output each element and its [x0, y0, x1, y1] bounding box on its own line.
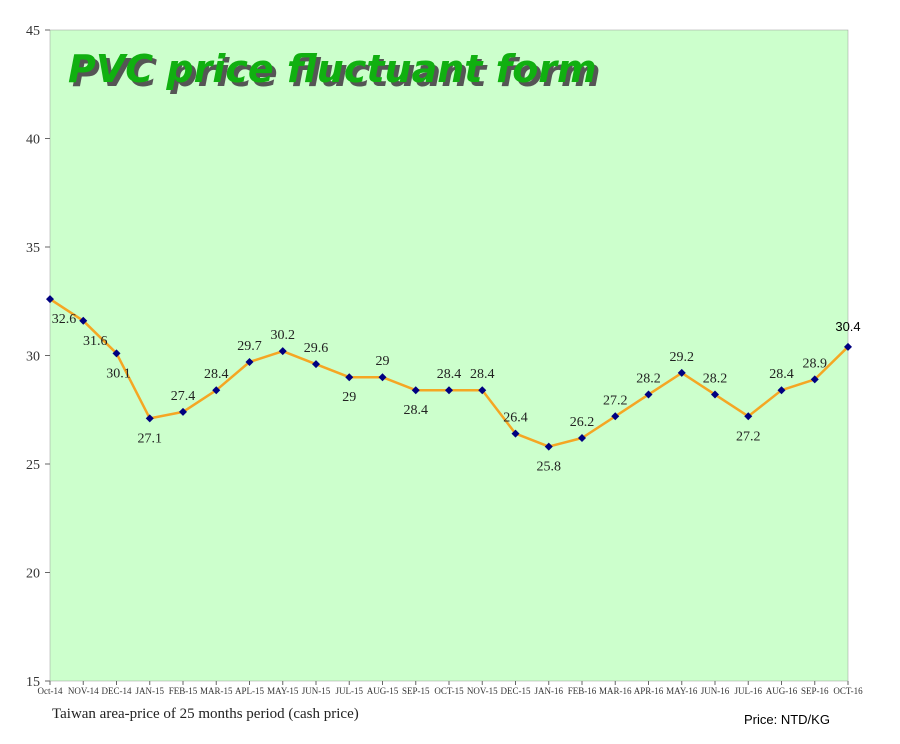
x-tick-label: JAN-15: [136, 686, 165, 696]
x-tick-label: JAN-16: [535, 686, 564, 696]
data-label: 26.2: [570, 415, 595, 430]
x-tick-label: MAR-15: [200, 686, 233, 696]
x-tick-label: FEB-16: [568, 686, 597, 696]
x-tick-label: JUL-15: [336, 686, 364, 696]
x-tick-label: MAY-16: [666, 686, 698, 696]
data-point: [345, 373, 354, 382]
x-tick-label: JUL-16: [735, 686, 763, 696]
y-tick-label: 40: [26, 133, 40, 148]
plot-area: [49, 29, 849, 682]
x-tick-label: OCT-16: [833, 686, 863, 696]
data-label: 29: [342, 390, 356, 405]
x-tick-label: OCT-15: [434, 686, 464, 696]
y-tick-label: 35: [26, 241, 40, 256]
data-point: [112, 349, 121, 358]
data-point: [411, 386, 420, 395]
data-label: 29.7: [237, 339, 262, 354]
y-tick-label: 30: [26, 350, 40, 365]
data-label: 31.6: [83, 334, 108, 349]
data-label: 30.2: [271, 328, 296, 343]
data-point: [544, 442, 553, 451]
x-tick-label: DEC-14: [102, 686, 132, 696]
x-tick-label: AUG-16: [766, 686, 798, 696]
x-tick-label: Oct-14: [38, 686, 63, 696]
x-tick-label: JUN-16: [701, 686, 730, 696]
chart-title: PVC price fluctuant form: [68, 47, 597, 91]
y-tick-label: 45: [26, 24, 40, 39]
data-label: 28.4: [437, 367, 462, 382]
chart-title-shadow: PVC price fluctuant form: [72, 51, 601, 95]
data-point: [644, 390, 653, 399]
data-label: 29: [376, 354, 390, 369]
data-label: 28.4: [470, 367, 495, 382]
data-label: 27.4: [171, 389, 196, 404]
data-point: [478, 386, 487, 395]
x-axis: Oct-14 NOV-14 DEC-14 JAN-15 FEB-15 MAR-15 APL-…: [38, 681, 863, 696]
data-point: [744, 412, 753, 421]
data-label: 32.6: [52, 312, 77, 327]
y-tick-label: 20: [26, 567, 40, 582]
y-tick-label: 25: [26, 458, 40, 473]
data-point: [212, 386, 221, 395]
data-point: [79, 316, 88, 325]
data-label: 29.6: [304, 341, 329, 356]
data-label: 27.1: [138, 431, 163, 446]
data-point: [378, 373, 387, 382]
data-point: [179, 407, 187, 416]
x-tick-label: FEB-15: [169, 686, 198, 696]
data-point: [578, 433, 586, 442]
x-tick-label: APR-16: [634, 686, 664, 696]
data-labels: 32.6 31.6 30.1 27.1 27.4 28.4 29.7 30.2 29.6 29 29…: [52, 312, 861, 475]
unit-note: Price: NTD/KG: [744, 712, 830, 727]
data-label: 28.4: [404, 403, 429, 418]
x-tick-label: DEC-15: [501, 686, 531, 696]
x-tick-label: JUN-15: [302, 686, 331, 696]
x-tick-label: SEP-16: [801, 686, 829, 696]
data-label: 28.9: [803, 356, 828, 371]
y-axis: 15 20 25 30 35 40 45: [26, 24, 50, 690]
data-point: [611, 412, 620, 421]
series-markers: [46, 295, 852, 451]
data-point: [511, 429, 520, 438]
data-point: [777, 386, 786, 395]
data-label: 25.8: [537, 460, 562, 475]
x-tick-label: MAR-16: [599, 686, 632, 696]
data-label: 28.2: [636, 372, 661, 387]
x-tick-label: APL-15: [235, 686, 264, 696]
data-label: 28.2: [703, 372, 728, 387]
data-label: 30.4: [835, 319, 860, 334]
data-point: [245, 358, 254, 367]
data-point: [711, 390, 719, 399]
data-point: [145, 414, 154, 423]
y-tick-label: 15: [26, 675, 40, 690]
x-tick-label: SEP-15: [402, 686, 430, 696]
data-point: [844, 342, 852, 351]
data-label: 26.4: [503, 411, 528, 426]
data-point: [46, 295, 54, 304]
chart-subtitle: Taiwan area-price of 25 months period (c…: [52, 706, 359, 722]
x-tick-label: NOV-14: [68, 686, 99, 696]
x-tick-label: MAY-15: [267, 686, 299, 696]
data-label: 27.2: [603, 393, 628, 408]
data-point: [445, 386, 453, 395]
data-label: 30.1: [106, 366, 131, 381]
data-label: 27.2: [736, 429, 761, 444]
x-tick-label: AUG-15: [367, 686, 399, 696]
data-point: [810, 375, 819, 384]
data-point: [312, 360, 320, 369]
data-label: 28.4: [769, 367, 794, 382]
data-point: [278, 347, 287, 356]
data-point: [677, 368, 686, 377]
data-label: 28.4: [204, 367, 229, 382]
x-tick-label: NOV-15: [467, 686, 498, 696]
data-label: 29.2: [670, 350, 695, 365]
